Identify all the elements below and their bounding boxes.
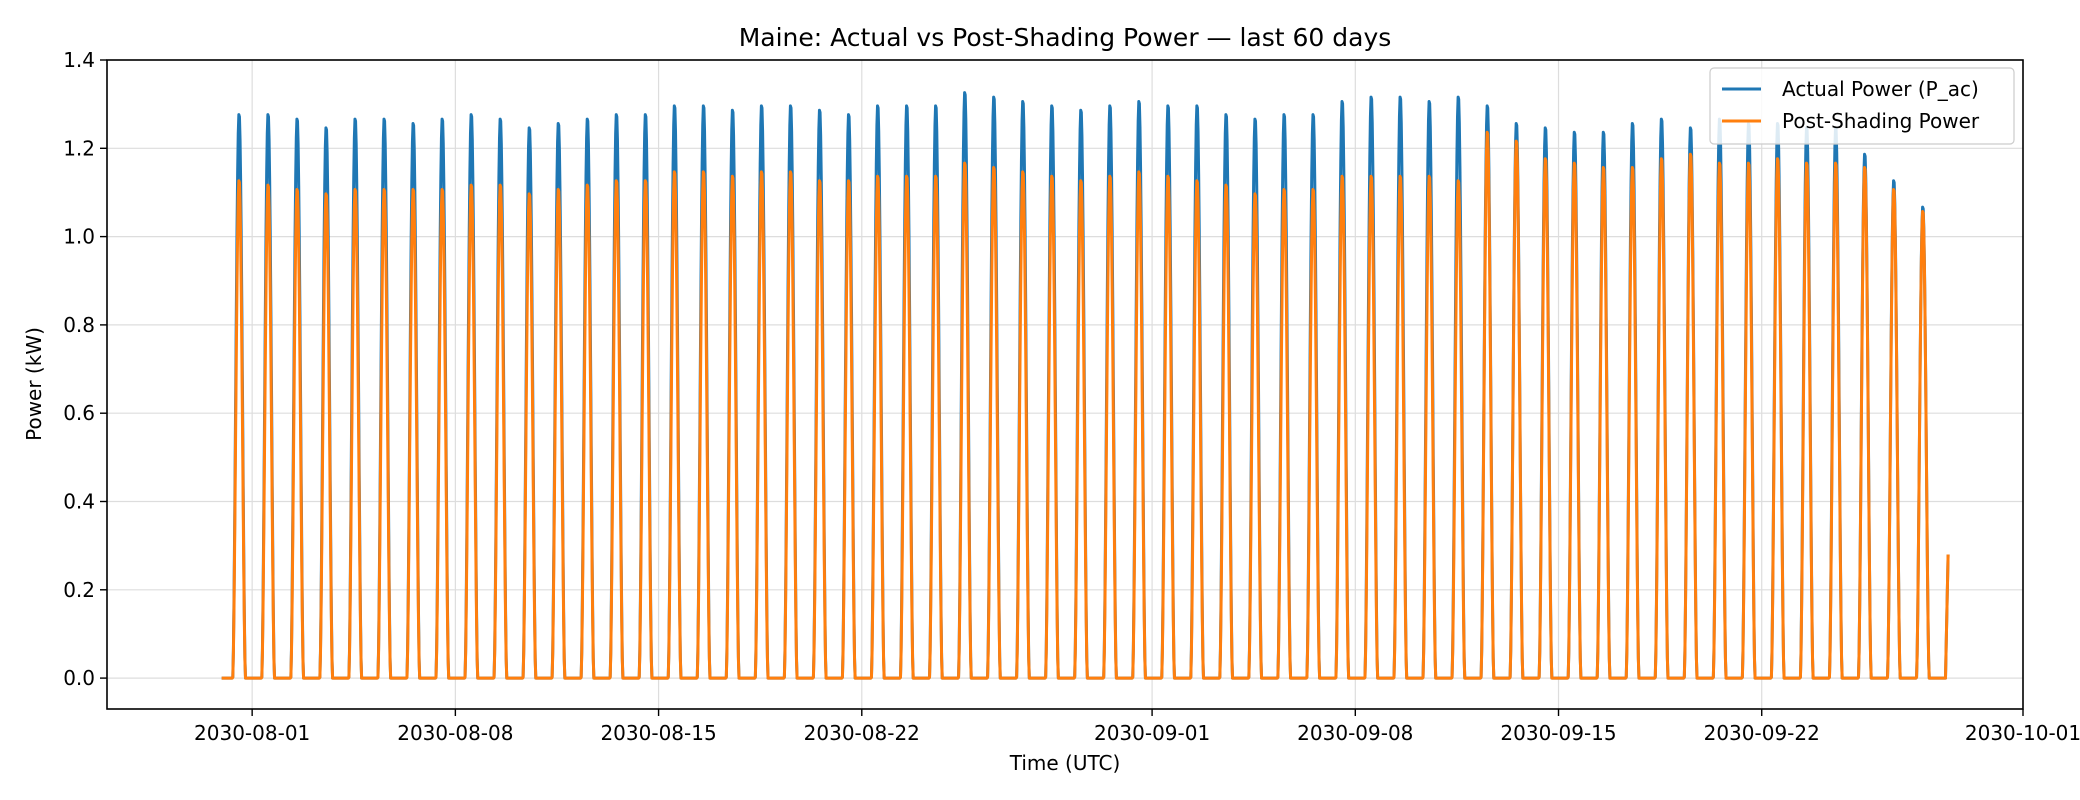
x-tick-label: 2030-09-15	[1500, 721, 1616, 745]
y-tick-label: 0.6	[63, 401, 95, 425]
y-tick-label: 1.0	[63, 225, 95, 249]
series-layer	[221, 91, 1950, 680]
plot-frame	[106, 59, 2024, 710]
x-tick-label: 2030-08-15	[600, 721, 716, 745]
x-axis-title: Time (UTC)	[1009, 751, 1121, 775]
x-axis: 2030-08-01 2030-08-08 2030-08-15 2030-08-22…	[194, 709, 2080, 745]
y-tick-label: 0.4	[63, 489, 95, 513]
y-tick-label: 1.4	[63, 48, 95, 72]
y-tick-label: 0.2	[63, 578, 95, 602]
legend-label-post-shading: Post-Shading Power	[1782, 109, 1980, 133]
y-tick-label: 0.8	[63, 313, 95, 337]
y-tick-label: 1.2	[63, 136, 95, 160]
x-tick-label: 2030-08-22	[804, 721, 920, 745]
legend-box	[1709, 67, 2015, 145]
x-tick-label: 2030-10-01	[1965, 721, 2080, 745]
legend: Actual Power (P_ac) Post-Shading Power	[1709, 67, 2015, 145]
x-tick-label: 2030-09-22	[1704, 721, 1820, 745]
x-tick-label: 2030-09-08	[1297, 721, 1413, 745]
x-tick-label: 2030-08-08	[397, 721, 513, 745]
y-axis: 0.0 0.2 0.4 0.6 0.8 1.0 1.2 1.4	[63, 48, 107, 690]
chart-title: Maine: Actual vs Post-Shading Power — la…	[739, 23, 1392, 52]
x-tick-label: 2030-08-01	[194, 721, 310, 745]
series-line-post-shading-power	[221, 130, 1950, 680]
y-tick-label: 0.0	[63, 666, 95, 690]
y-axis-title: Power (kW)	[22, 327, 46, 441]
x-tick-label: 2030-09-01	[1094, 721, 1210, 745]
legend-label-actual: Actual Power (P_ac)	[1782, 77, 1979, 101]
